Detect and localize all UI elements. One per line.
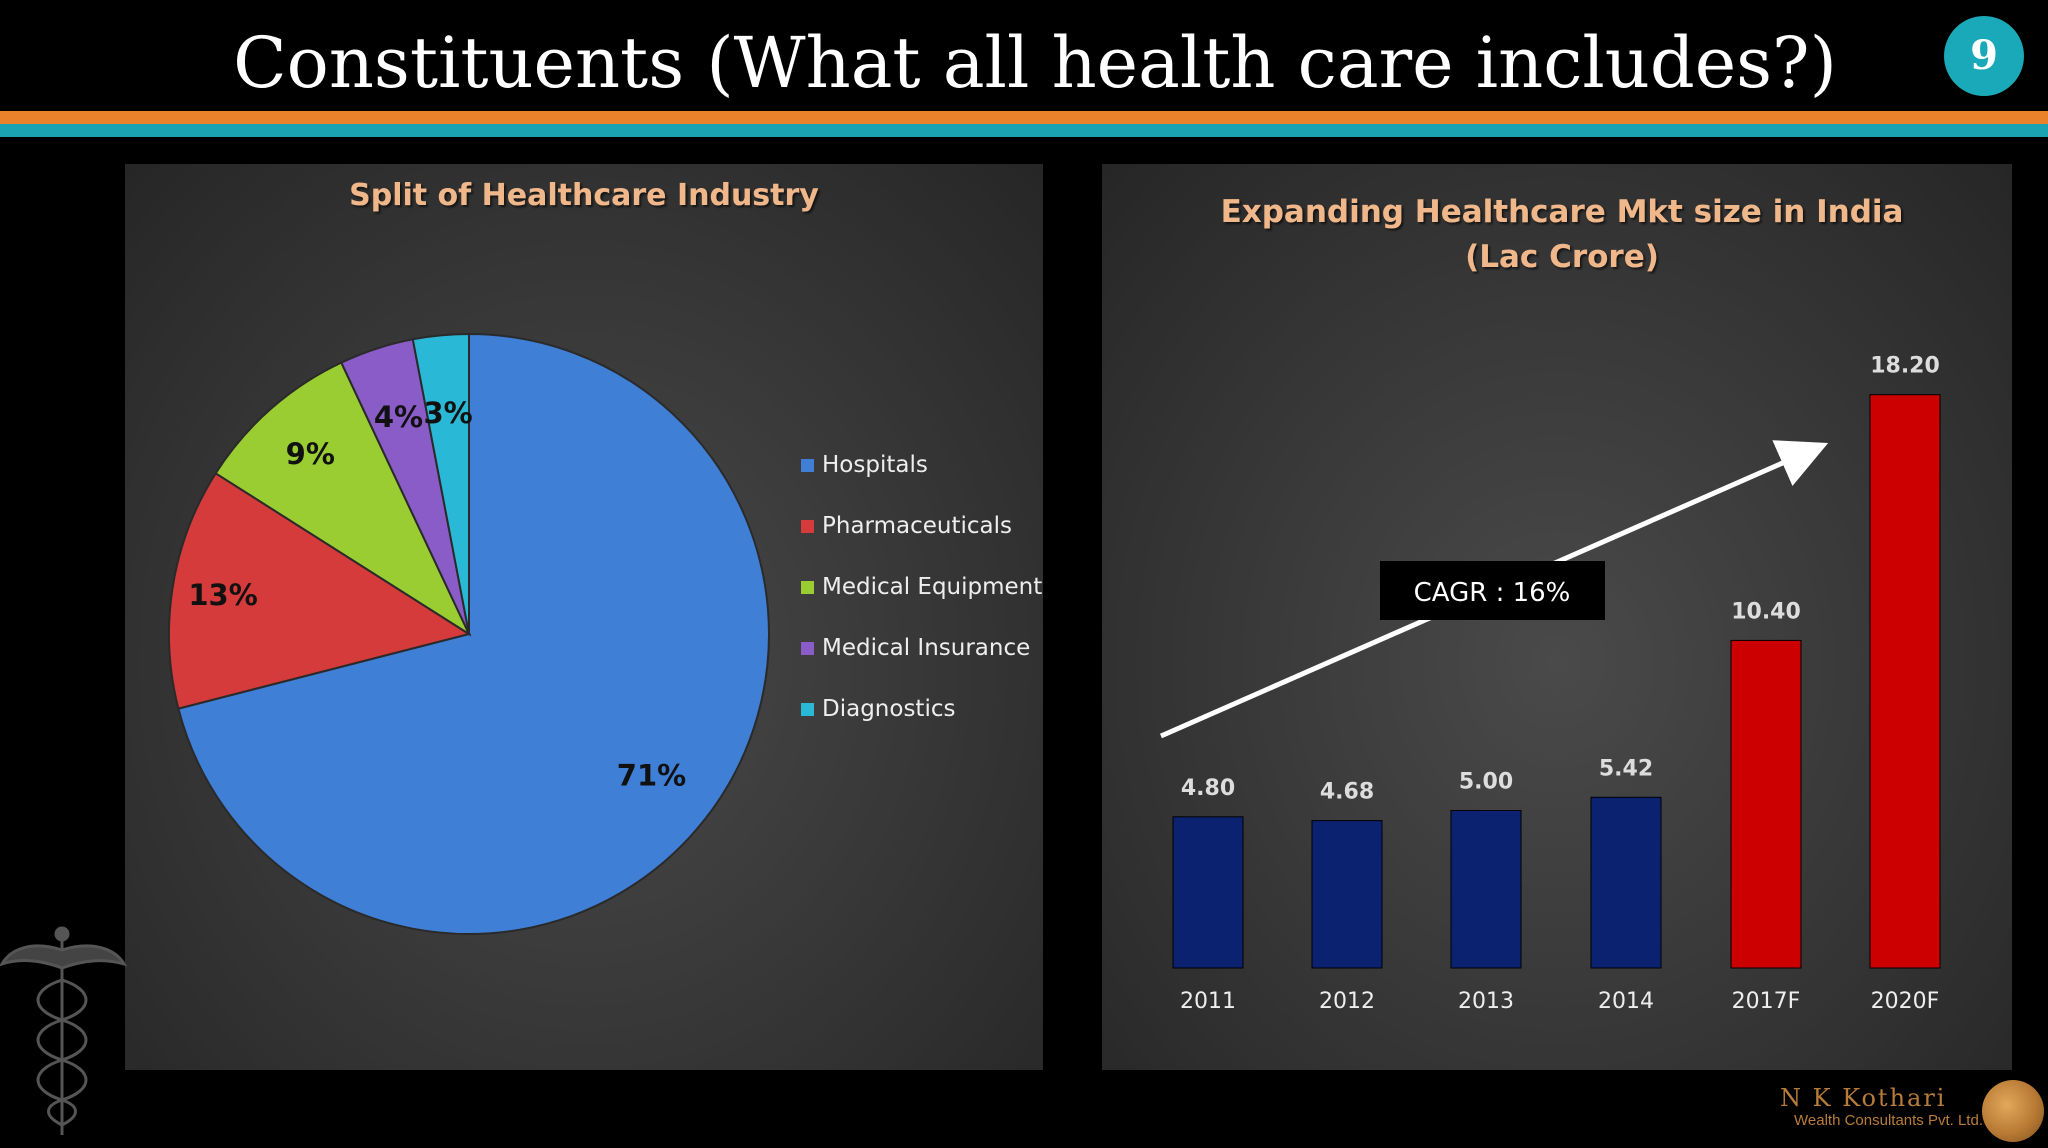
bar-chart: Expanding Healthcare Mkt size in India (… [1159,194,1941,1014]
legend-swatch-medical-insurance [801,642,814,655]
legend-label-hospitals: Hospitals [822,452,928,478]
company-logo: N K Kothari Wealth Consultants Pvt. Ltd. [1760,1078,2048,1148]
cagr-label: CAGR : 16% [1414,578,1571,608]
bar-value-label-2017f: 10.40 [1731,599,1801,624]
x-tick-label-2013: 2013 [1458,989,1514,1014]
pie-slice-hospitals [177,332,770,935]
pie-chart: Split of Healthcare Industry 71% 13% 9% 4% 3… [168,178,1042,935]
pie-slice-diagnostics [411,332,470,635]
legend-swatch-diagnostics [801,703,814,716]
cagr-box [1380,561,1605,620]
bar-2020f [1869,394,1941,969]
pie-slice-medical-equipment [214,361,472,637]
bar-value-label-2011: 4.80 [1181,776,1235,801]
company-subtitle: Wealth Consultants Pvt. Ltd. [1794,1112,1983,1129]
header-stripe-orange [0,111,2048,124]
bar-chart-title: Expanding Healthcare Mkt size in India [1221,194,1904,230]
bar-2014 [1590,796,1662,969]
x-tick-label-2012: 2012 [1319,989,1375,1014]
pie-chart-panel: Split of Healthcare Industry 71% 13% 9% 4% 3… [125,164,1043,1070]
legend-label-medical-insurance: Medical Insurance [822,635,1030,661]
x-tick-label-2011: 2011 [1180,989,1236,1014]
bar-value-label-2014: 5.42 [1599,756,1653,781]
bar-value-label-2020f: 18.20 [1870,354,1940,379]
slide-title: Constituents (What all health care inclu… [233,22,1837,104]
pie-label-medical-equipment: 9% [286,437,335,471]
x-tick-label-2014: 2014 [1598,989,1654,1014]
bar-chart-panel: Expanding Healthcare Mkt size in India (… [1102,164,2012,1070]
header-stripe-teal [0,124,2048,137]
bar-value-label-2012: 4.68 [1320,780,1374,805]
bar-chart-subtitle: (Lac Crore) [1465,239,1659,275]
legend-swatch-hospitals [801,459,814,472]
gold-coin-icon [1982,1080,2044,1142]
bar-2013 [1450,810,1522,969]
page-number-badge: 9 [1944,16,2024,96]
pie-label-pharmaceuticals: 13% [188,578,257,612]
caduceus-icon [0,926,128,1135]
legend-label-diagnostics: Diagnostics [822,696,955,722]
pie-slice-pharmaceuticals [168,471,472,710]
legend-label-medical-equipment: Medical Equipment [822,574,1042,600]
legend-label-pharmaceuticals: Pharmaceuticals [822,513,1012,539]
pie-label-medical-insurance: 4% [374,400,423,434]
pie-label-hospitals: 71% [617,759,686,793]
bar-2017f [1730,639,1802,969]
x-tick-label-2020f: 2020F [1871,989,1940,1014]
legend-swatch-pharmaceuticals [801,520,814,533]
legend-swatch-medical-equipment [801,581,814,594]
bar-value-label-2013: 5.00 [1459,770,1513,795]
pie-label-diagnostics: 3% [423,396,472,430]
company-name: N K Kothari [1780,1084,1947,1112]
bar-2012 [1311,820,1383,969]
bar-2011 [1172,816,1244,969]
x-tick-label-2017f: 2017F [1732,989,1801,1014]
pie-chart-title: Split of Healthcare Industry [349,178,819,213]
